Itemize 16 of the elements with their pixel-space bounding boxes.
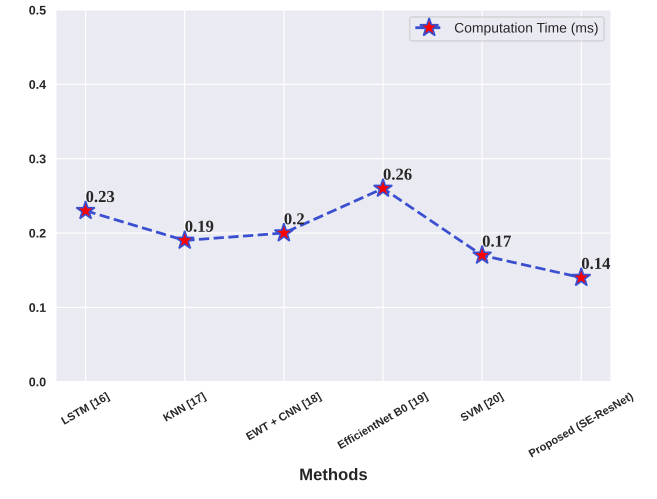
x-tick-label: SVM [20] — [460, 392, 504, 424]
y-tick-label: 0.2 — [29, 228, 46, 238]
data-label: 0.17 — [482, 236, 511, 247]
x-axis-title: Methods — [300, 468, 368, 480]
x-tick-label: KNN [17] — [162, 392, 208, 424]
y-tick-label: 0.3 — [29, 154, 46, 164]
data-label: 0.26 — [384, 168, 412, 180]
y-tick-label: 0.1 — [29, 303, 46, 312]
data-label: 0.14 — [582, 258, 610, 270]
data-label: 0.19 — [185, 220, 214, 232]
legend-label: Computation Time (ms) — [454, 22, 598, 36]
y-tick-label: 0.5 — [29, 6, 46, 15]
data-label: 0.2 — [284, 213, 304, 225]
y-tick-label: 0.4 — [29, 80, 46, 89]
y-tick-label: 0.0 — [29, 378, 46, 386]
data-label: 0.23 — [86, 190, 114, 202]
